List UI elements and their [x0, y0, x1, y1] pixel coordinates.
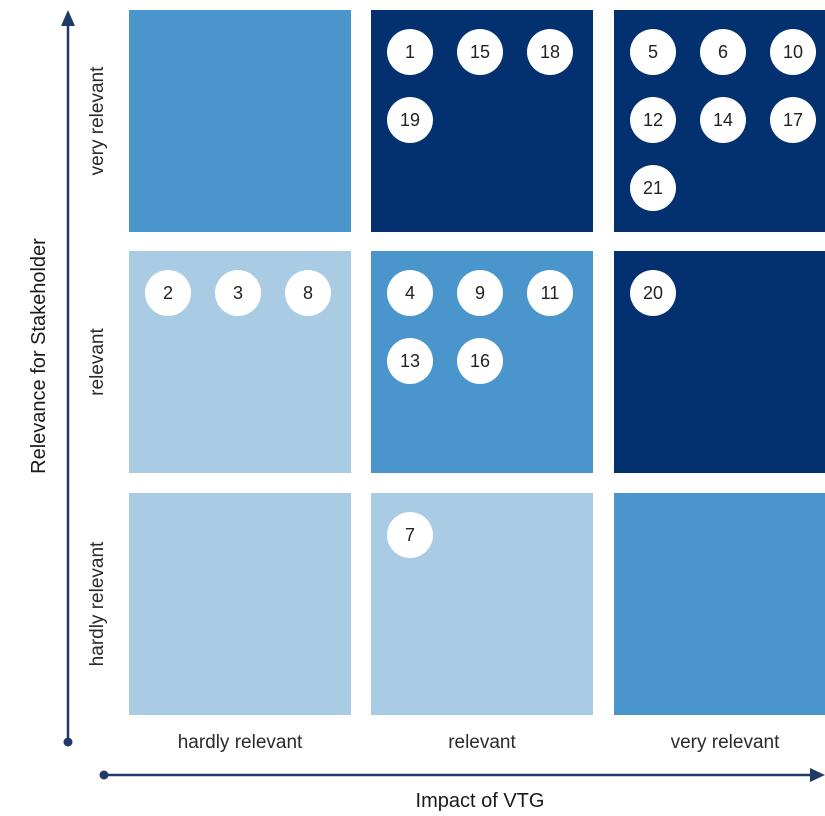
cell-hardly-relevant-by-relevant: 7: [371, 493, 593, 715]
x-label-hardly-relevant: hardly relevant: [177, 732, 303, 753]
item-badge-1: 1: [387, 29, 433, 75]
x-axis-origin-dot: [99, 770, 109, 780]
item-badge-15: 15: [457, 29, 503, 75]
y-label-hardly-relevant: hardly relevant: [87, 541, 108, 667]
item-badge-8: 8: [285, 270, 331, 316]
item-badge-16: 16: [457, 338, 503, 384]
cell-very-relevant-by-hardly-relevant: [129, 10, 351, 232]
item-badge-9: 9: [457, 270, 503, 316]
item-badge-17: 17: [770, 97, 816, 143]
cell-hardly-relevant-by-hardly-relevant: [129, 493, 351, 715]
item-badge-3: 3: [215, 270, 261, 316]
item-badge-7: 7: [387, 512, 433, 558]
y-label-relevant: relevant: [87, 328, 108, 396]
x-label-relevant: relevant: [448, 732, 516, 753]
cell-relevant-by-relevant: 4 9 11 13 16: [371, 251, 593, 473]
x-axis-arrow: [810, 768, 825, 782]
item-badge-14: 14: [700, 97, 746, 143]
item-badge-2: 2: [145, 270, 191, 316]
item-badge-10: 10: [770, 29, 816, 75]
cell-very-relevant-by-very-relevant: 5 6 10 12 14 17 21: [614, 10, 825, 232]
x-axis-title: Impact of VTG: [415, 790, 545, 812]
cell-relevant-by-very-relevant: 20: [614, 251, 825, 473]
item-badge-6: 6: [700, 29, 746, 75]
item-badge-18: 18: [527, 29, 573, 75]
item-badge-12: 12: [630, 97, 676, 143]
item-badge-4: 4: [387, 270, 433, 316]
y-axis-title: Relevance for Stakeholder: [28, 238, 50, 474]
x-label-very-relevant: very relevant: [670, 732, 780, 753]
item-badge-19: 19: [387, 97, 433, 143]
item-badge-11: 11: [527, 270, 573, 316]
item-badge-5: 5: [630, 29, 676, 75]
item-badge-21: 21: [630, 165, 676, 211]
item-badge-13: 13: [387, 338, 433, 384]
cell-very-relevant-by-relevant: 1 15 18 19: [371, 10, 593, 232]
y-label-very-relevant: very relevant: [87, 66, 108, 176]
cell-hardly-relevant-by-very-relevant: [614, 493, 825, 715]
y-axis-arrow: [61, 10, 75, 26]
y-axis-origin-dot: [63, 737, 73, 747]
item-badge-20: 20: [630, 270, 676, 316]
